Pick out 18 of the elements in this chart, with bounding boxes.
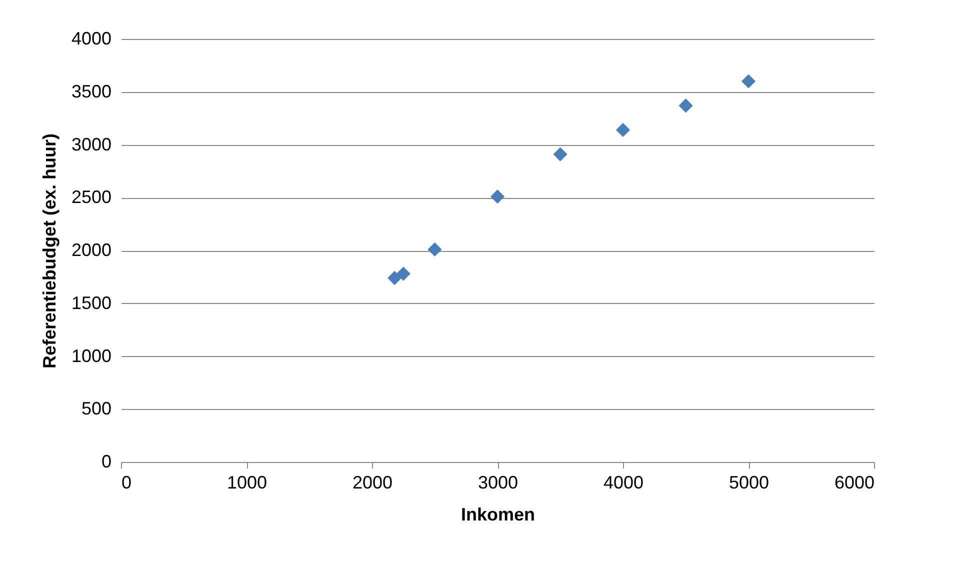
x-tick-label: 6000: [834, 472, 874, 492]
x-tick-label: 5000: [728, 472, 770, 492]
x-tick-label: 0: [122, 472, 132, 492]
y-tick-label: 2000: [71, 240, 112, 260]
y-axis-title: Referentiebudget (ex. huur): [39, 133, 60, 369]
x-tick-label: 2000: [352, 472, 393, 492]
x-tick-label: 4000: [603, 472, 644, 492]
y-tick-label: 2500: [71, 187, 112, 208]
y-tick-label: 1500: [71, 292, 112, 313]
y-tick-label: 0: [101, 452, 112, 472]
x-axis-title: Inkomen: [460, 504, 536, 524]
y-tick-label: 3000: [71, 134, 112, 154]
x-tick-label: 1000: [226, 472, 268, 492]
y-tick-label: 500: [81, 398, 112, 419]
y-tick-label: 4000: [71, 28, 112, 48]
y-tick-label: 3500: [71, 81, 112, 102]
y-tick-label: 1000: [71, 346, 112, 366]
x-tick-label: 3000: [478, 472, 518, 492]
